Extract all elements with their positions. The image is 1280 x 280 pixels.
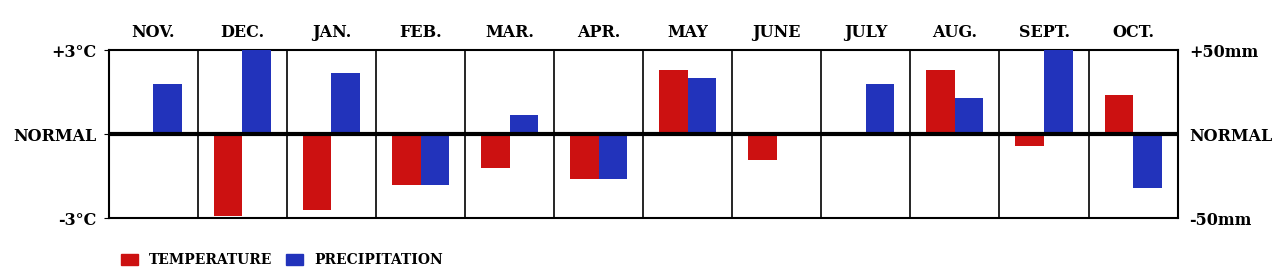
Bar: [1044, 34, 1073, 134]
Legend: TEMPERATURE, PRECIPITATION: TEMPERATURE, PRECIPITATION: [115, 248, 448, 273]
Bar: [214, 134, 242, 216]
Bar: [421, 134, 449, 185]
Bar: [1105, 95, 1133, 134]
Bar: [1015, 134, 1044, 146]
Bar: [509, 115, 538, 134]
Bar: [332, 73, 360, 134]
Bar: [392, 134, 421, 185]
Bar: [599, 134, 627, 179]
Bar: [242, 50, 271, 134]
Bar: [570, 134, 599, 179]
Bar: [303, 134, 332, 210]
Bar: [1133, 134, 1161, 188]
Bar: [687, 78, 717, 134]
Bar: [865, 84, 895, 134]
Bar: [481, 134, 509, 168]
Bar: [659, 70, 687, 134]
Bar: [154, 84, 182, 134]
Bar: [749, 134, 777, 160]
Bar: [955, 98, 983, 134]
Bar: [927, 70, 955, 134]
